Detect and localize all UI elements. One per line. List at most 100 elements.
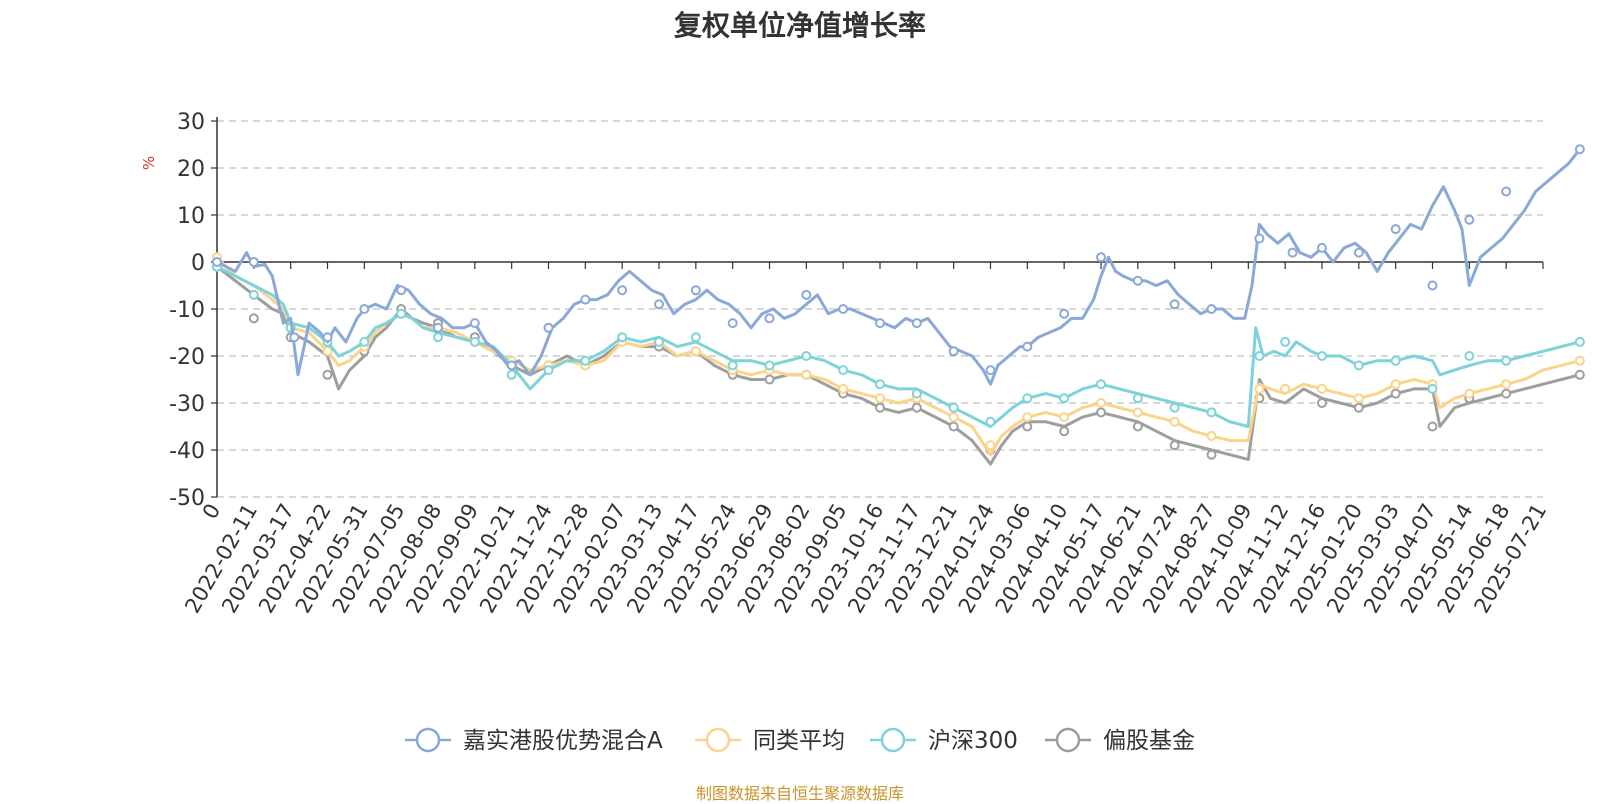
series-point	[985, 365, 996, 376]
series-point	[248, 313, 259, 324]
series-line	[216, 148, 1581, 386]
series-point	[248, 257, 259, 267]
series-point	[359, 304, 370, 314]
series-point	[1287, 247, 1298, 258]
series-point	[289, 332, 300, 343]
series-point	[1317, 351, 1327, 361]
series-point	[1132, 421, 1143, 432]
series-point	[727, 318, 738, 329]
series-point	[1096, 398, 1106, 408]
series-point	[1390, 224, 1401, 235]
series-point	[1096, 379, 1106, 390]
y-tick-label: -40	[169, 439, 205, 464]
series-point	[1353, 393, 1364, 404]
legend-marker	[1055, 727, 1081, 753]
y-tick-label: 0	[191, 251, 205, 276]
series-point	[543, 365, 554, 376]
series-point	[580, 355, 591, 366]
series-point	[1096, 407, 1106, 418]
series-point	[1501, 186, 1512, 197]
series-point	[838, 304, 849, 314]
series-point	[1022, 341, 1033, 352]
series-point	[1574, 144, 1585, 155]
legend-marker	[415, 727, 441, 753]
series-point	[985, 440, 996, 451]
series-point	[1254, 233, 1265, 244]
series-point	[1353, 402, 1364, 413]
series-point	[1280, 383, 1291, 394]
series-point	[875, 318, 885, 329]
series-point	[617, 332, 628, 343]
series-3	[212, 261, 1585, 466]
series-point	[1353, 247, 1364, 258]
y-axis: 30 20 10 0 -10 -20 -30 -40 -50	[169, 110, 218, 511]
legend-label: 同类平均	[753, 728, 845, 754]
y-tick-label: 30	[177, 110, 205, 135]
series-point	[1464, 388, 1475, 399]
series-point	[1501, 388, 1512, 399]
series-point	[948, 402, 959, 413]
y-tick-label: -20	[169, 345, 205, 370]
series-point	[469, 336, 480, 347]
series-point	[1353, 360, 1364, 371]
series-point	[543, 322, 554, 333]
series-point	[1464, 351, 1475, 361]
legend-item[interactable]: 嘉实港股优势混合A	[405, 727, 663, 754]
series-point	[1390, 388, 1401, 399]
series-point	[1169, 416, 1180, 427]
series-point	[654, 336, 664, 347]
series-lines	[212, 144, 1585, 466]
series-0	[212, 144, 1585, 386]
series-point	[1464, 214, 1475, 225]
series-point	[654, 299, 664, 310]
series-point	[1059, 393, 1070, 404]
series-point	[1169, 440, 1180, 451]
series-point	[396, 308, 407, 319]
series-point	[1317, 242, 1327, 253]
legend-label: 嘉实港股优势混合A	[463, 728, 663, 754]
series-point	[1132, 393, 1143, 404]
series-point	[948, 421, 959, 432]
legend-item[interactable]: 同类平均	[695, 727, 845, 754]
series-point	[1254, 351, 1265, 361]
series-point	[322, 346, 333, 357]
series-point	[1280, 336, 1291, 347]
series-point	[580, 294, 591, 305]
chart-title: 复权单位净值增长率	[673, 9, 926, 42]
series-point	[1317, 383, 1327, 394]
series-point	[1059, 412, 1070, 423]
series-point	[1254, 383, 1265, 394]
series-point	[1427, 421, 1438, 432]
series-point	[1501, 355, 1512, 366]
legend-label: 沪深300	[928, 728, 1018, 754]
series-point	[1169, 402, 1180, 413]
series-point	[1022, 393, 1033, 404]
series-point	[322, 369, 333, 380]
series-point	[1574, 369, 1585, 380]
series-point	[617, 285, 628, 296]
series-2	[212, 261, 1585, 428]
series-point	[433, 322, 443, 333]
legend[interactable]: 嘉实港股优势混合A 同类平均 沪深300 偏股基金	[405, 727, 1195, 754]
series-point	[801, 369, 812, 380]
series-point	[690, 285, 701, 296]
series-point	[727, 360, 738, 371]
series-point	[1206, 430, 1217, 441]
series-point	[690, 332, 701, 343]
series-point	[875, 379, 885, 390]
legend-item[interactable]: 偏股基金	[1045, 727, 1195, 754]
series-point	[359, 336, 370, 347]
legend-item[interactable]: 沪深300	[870, 727, 1018, 754]
series-1	[212, 252, 1585, 457]
series-point	[1390, 355, 1401, 366]
series-point	[875, 402, 885, 413]
legend-label: 偏股基金	[1103, 728, 1195, 754]
series-point	[764, 360, 775, 371]
series-point	[764, 313, 775, 324]
series-point	[1022, 421, 1033, 432]
grid-lines	[217, 120, 1543, 498]
series-point	[1390, 379, 1401, 390]
series-point	[690, 346, 701, 357]
y-tick-label: -30	[169, 392, 205, 417]
